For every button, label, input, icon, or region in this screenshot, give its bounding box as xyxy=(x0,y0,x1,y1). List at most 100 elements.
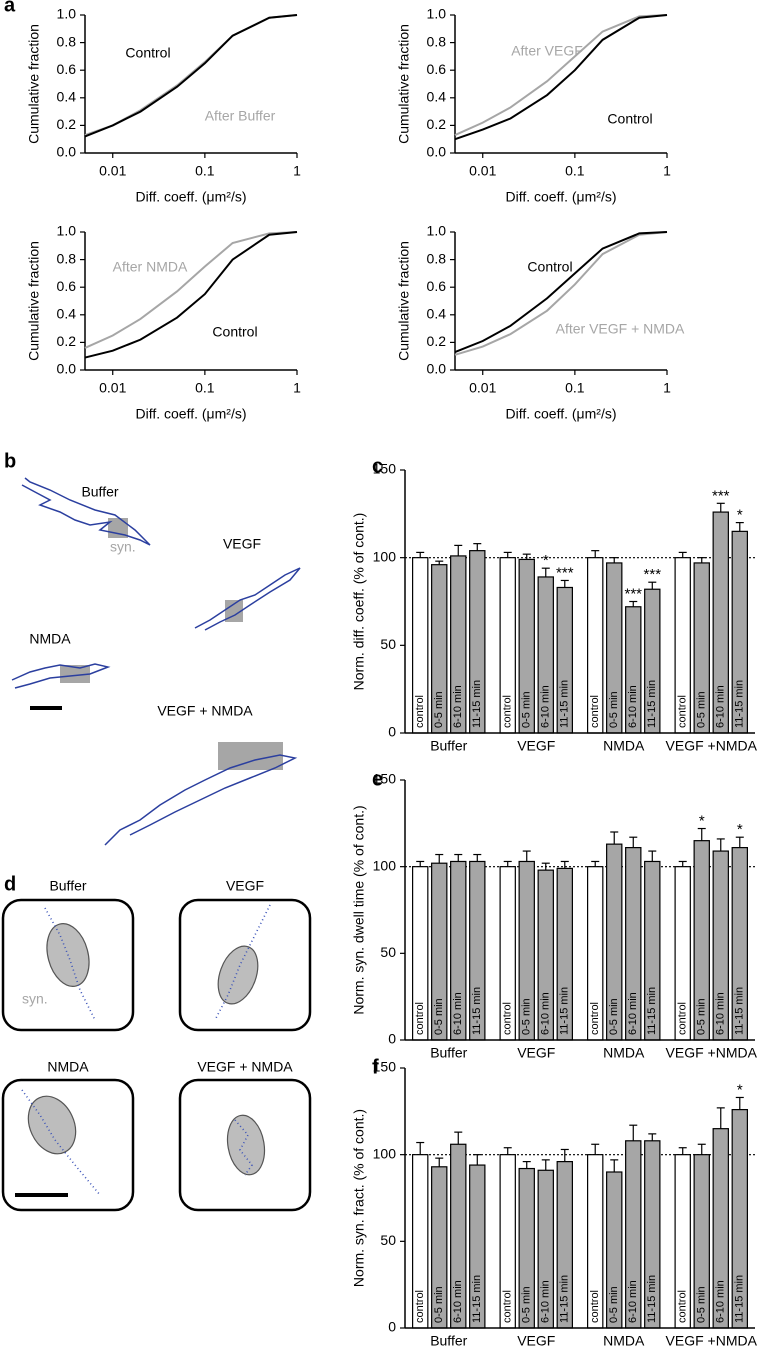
x-tick-label: 1 xyxy=(663,380,671,396)
significance: *** xyxy=(625,585,643,602)
significance: * xyxy=(737,1081,743,1098)
bar-label: 6-10 min xyxy=(627,1280,639,1323)
y-tick-label: 100 xyxy=(373,1145,397,1161)
bar-label: control xyxy=(589,695,601,728)
panel-label: c xyxy=(372,455,383,477)
x-tick-label: 1 xyxy=(293,380,301,396)
y-axis-label: Cumulative fraction xyxy=(396,241,412,361)
bar-label: 11-15 min xyxy=(471,680,483,728)
condition-label: VEGF + NMDA xyxy=(197,1059,293,1075)
bar-label: 6-10 min xyxy=(540,992,552,1035)
x-tick-label: NMDA xyxy=(603,1333,645,1349)
bar-label: control xyxy=(502,1002,514,1035)
y-tick-label: 1.0 xyxy=(57,6,77,22)
bar-label: control xyxy=(502,695,514,728)
trajectory xyxy=(194,567,301,631)
bar-label: control xyxy=(414,1002,426,1035)
series-label: After VEGF + NMDA xyxy=(556,321,685,337)
condition-label: VEGF + NMDA xyxy=(157,703,253,719)
y-tick-label: 0.6 xyxy=(57,61,77,77)
x-tick-label: NMDA xyxy=(603,1045,645,1061)
synapse-label: syn. xyxy=(22,991,48,1007)
series-line xyxy=(454,231,668,353)
bar-label: control xyxy=(677,1290,689,1323)
synapse xyxy=(225,600,243,622)
y-tick-label: 1.0 xyxy=(427,6,447,22)
x-axis-label: Diff. coeff. (μm²/s) xyxy=(505,406,616,422)
condition-label: NMDA xyxy=(29,631,71,647)
trajectory xyxy=(11,663,111,689)
bar-label: 0-5 min xyxy=(608,691,620,728)
bar-label: 0-5 min xyxy=(696,998,708,1035)
synapse xyxy=(27,1095,77,1155)
bar-label: 11-15 min xyxy=(734,987,746,1035)
y-tick-label: 0.2 xyxy=(57,116,77,132)
y-tick-label: 0.0 xyxy=(57,361,77,377)
series-label: Control xyxy=(125,45,170,61)
x-tick-label: VEGF +NMDA xyxy=(666,738,758,754)
y-tick-label: 0.8 xyxy=(427,33,447,49)
panel-label: f xyxy=(372,1056,379,1078)
cell-panel: Buffer syn. VEGF NMDA VEGF + NMDA xyxy=(1,878,312,1212)
series-label: Control xyxy=(607,111,652,127)
condition-label: Buffer xyxy=(81,484,118,500)
bar-label: control xyxy=(677,1002,689,1035)
series-line xyxy=(454,231,668,356)
significance: *** xyxy=(712,487,730,504)
y-axis-label: Cumulative fraction xyxy=(26,24,42,144)
bar-label: 0-5 min xyxy=(433,691,445,728)
series-label: Control xyxy=(212,324,257,340)
x-tick-label: 0.01 xyxy=(469,163,496,179)
bar-label: 11-15 min xyxy=(471,987,483,1035)
significance: * xyxy=(737,821,743,838)
series-line xyxy=(454,14,668,141)
x-tick-label: 0.01 xyxy=(99,163,126,179)
y-tick-label: 100 xyxy=(373,857,397,873)
condition-label: VEGF xyxy=(223,536,261,552)
y-tick-label: 0.2 xyxy=(57,333,77,349)
series-label: After VEGF xyxy=(511,43,583,59)
y-axis-label: Cumulative fraction xyxy=(26,241,42,361)
bar-label: 11-15 min xyxy=(559,680,571,728)
panel-label: e xyxy=(372,768,383,790)
bar-label: 11-15 min xyxy=(734,1275,746,1323)
bar-label: control xyxy=(414,1290,426,1323)
x-tick-label: 0.01 xyxy=(99,380,126,396)
y-tick-label: 0.4 xyxy=(57,306,77,322)
x-tick-label: 0.1 xyxy=(195,380,215,396)
panel-label: b xyxy=(4,450,16,472)
x-tick-label: 1 xyxy=(293,163,301,179)
y-axis-label: Norm. syn. dwell time (% of cont.) xyxy=(351,805,367,1014)
trajectory xyxy=(214,904,271,1021)
y-tick-label: 0.4 xyxy=(57,89,77,105)
bar-label: 11-15 min xyxy=(471,1275,483,1323)
series-line xyxy=(84,231,298,359)
trajectory xyxy=(234,1119,253,1176)
synapse xyxy=(217,945,259,1005)
bar-label: 11-15 min xyxy=(559,1275,571,1323)
trajectory xyxy=(44,907,96,1021)
bar-label: 6-10 min xyxy=(715,1280,727,1323)
x-tick-label: VEGF xyxy=(517,1045,555,1061)
x-axis-label: Diff. coeff. (μm²/s) xyxy=(135,189,246,205)
y-tick-label: 0 xyxy=(388,1319,396,1335)
series-label: After Buffer xyxy=(205,108,276,124)
x-tick-label: Buffer xyxy=(430,1333,467,1349)
x-tick-label: VEGF +NMDA xyxy=(666,1333,758,1349)
bar-label: 6-10 min xyxy=(715,992,727,1035)
condition-label: VEGF xyxy=(226,878,264,894)
bar-label: 6-10 min xyxy=(627,685,639,728)
y-tick-label: 0.8 xyxy=(427,250,447,266)
x-tick-label: Buffer xyxy=(430,1045,467,1061)
x-tick-label: 0.1 xyxy=(195,163,215,179)
y-tick-label: 1.0 xyxy=(57,223,77,239)
x-tick-label: 0.01 xyxy=(469,380,496,396)
y-tick-label: 0.0 xyxy=(57,144,77,160)
bar-label: 6-10 min xyxy=(452,1280,464,1323)
significance: *** xyxy=(556,564,574,581)
x-tick-label: VEGF +NMDA xyxy=(666,1045,758,1061)
y-tick-label: 50 xyxy=(380,944,396,960)
bar-label: 11-15 min xyxy=(734,680,746,728)
panel-label: d xyxy=(4,873,16,895)
bar-label: 0-5 min xyxy=(433,998,445,1035)
